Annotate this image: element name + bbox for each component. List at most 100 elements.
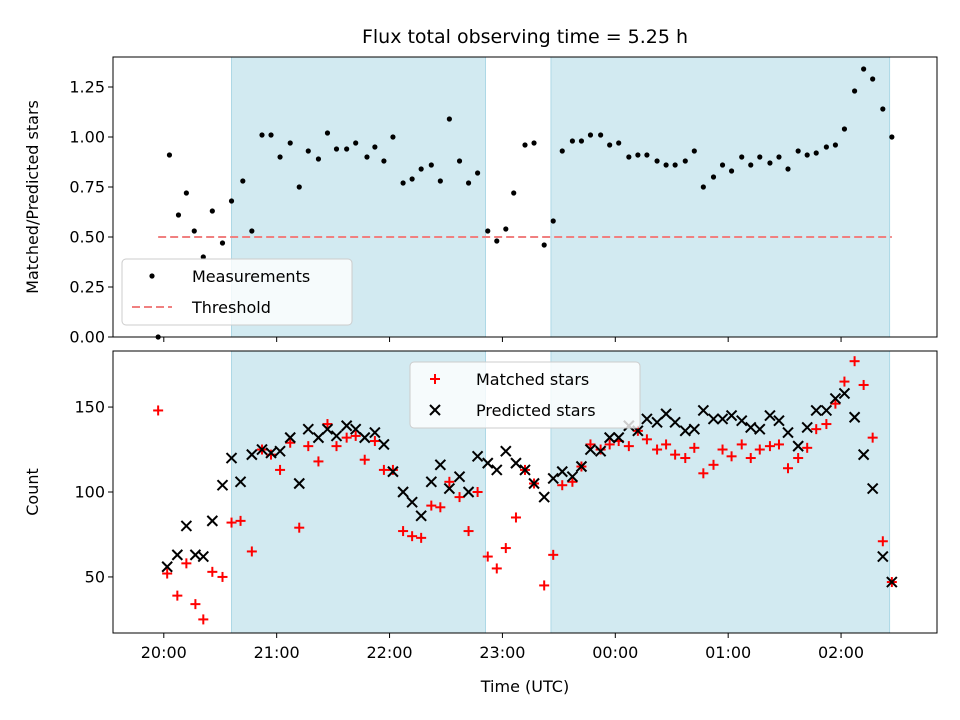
measurement-point bbox=[559, 148, 565, 154]
matched-star-point bbox=[680, 453, 691, 464]
predicted-star-point bbox=[651, 416, 663, 429]
predicted-star-point bbox=[359, 431, 371, 444]
measurement-point bbox=[739, 154, 745, 160]
x-tick-label: 01:00 bbox=[705, 643, 751, 662]
matched-star-point bbox=[539, 580, 550, 591]
matched-star-point bbox=[235, 515, 246, 526]
matched-star-point bbox=[764, 441, 775, 452]
predicted-star-point bbox=[697, 404, 710, 417]
matched-star-point bbox=[557, 480, 568, 491]
predicted-star-point bbox=[547, 472, 559, 485]
measurement-point bbox=[474, 170, 481, 176]
predicted-star-point bbox=[603, 431, 616, 444]
predicted-star-point bbox=[688, 423, 701, 435]
measurement-point bbox=[598, 132, 604, 138]
matched-star-point bbox=[416, 532, 427, 543]
predicted-star-point bbox=[274, 445, 286, 457]
matched-star-point bbox=[472, 487, 483, 497]
measurement-point bbox=[494, 238, 500, 244]
matched-star-point bbox=[754, 444, 765, 455]
predicted-star-point bbox=[387, 465, 399, 478]
predicted-star-point bbox=[566, 471, 579, 483]
measurement-point bbox=[219, 240, 226, 246]
measurement-point bbox=[259, 132, 265, 138]
measurement-point bbox=[418, 166, 424, 172]
legend-box bbox=[409, 361, 641, 429]
measurement-point bbox=[795, 148, 801, 154]
matched-star-point bbox=[435, 502, 446, 513]
x-axis-label: Time (UTC) bbox=[480, 677, 569, 696]
predicted-star-point bbox=[584, 443, 597, 456]
predicted-star-point bbox=[886, 576, 898, 588]
measurement-point bbox=[522, 142, 528, 148]
measurement-point bbox=[511, 190, 517, 196]
measurement-point bbox=[209, 208, 215, 214]
observing-interval-0-1 bbox=[550, 56, 891, 338]
matched-star-point bbox=[378, 464, 389, 475]
legend-marker-predicted bbox=[429, 404, 441, 416]
measurement-point bbox=[166, 152, 173, 158]
legend-label-predicted: Predicted stars bbox=[476, 401, 596, 420]
measurement-point bbox=[175, 212, 182, 218]
measurement-point bbox=[183, 190, 189, 196]
matched-star-point bbox=[670, 449, 681, 460]
x-tick-label: 20:00 bbox=[141, 643, 187, 662]
predicted-star-point bbox=[669, 416, 681, 429]
predicted-star-point bbox=[782, 426, 794, 439]
measurement-point bbox=[776, 154, 782, 160]
matched-star-point bbox=[407, 531, 418, 542]
measurement-point bbox=[456, 158, 463, 164]
measurement-point bbox=[315, 156, 322, 162]
matched-star-point bbox=[172, 590, 183, 601]
predicted-star-point bbox=[293, 477, 305, 490]
predicted-star-point bbox=[745, 421, 757, 434]
predicted-star-point bbox=[575, 460, 588, 473]
predicted-star-point bbox=[810, 404, 822, 417]
matched-star-point bbox=[849, 356, 860, 367]
predicted-star-point bbox=[491, 464, 503, 476]
predicted-star-point bbox=[312, 431, 325, 444]
matched-star-point bbox=[369, 436, 380, 447]
measurement-point bbox=[654, 158, 660, 164]
matched-star-point bbox=[181, 558, 192, 569]
matched-star-point bbox=[313, 456, 324, 467]
predicted-star-point bbox=[330, 430, 343, 442]
measurement-point bbox=[672, 162, 678, 168]
measurement-point bbox=[531, 140, 537, 146]
measurement-point bbox=[569, 138, 576, 144]
predicted-star-point bbox=[612, 431, 625, 444]
measurement-point bbox=[381, 158, 387, 164]
predicted-star-point bbox=[256, 443, 268, 456]
matched-star-point bbox=[661, 439, 672, 450]
measurement-point bbox=[249, 228, 255, 234]
matched-star-point bbox=[604, 439, 615, 450]
matched-star-point bbox=[802, 442, 813, 453]
matched-star-point bbox=[821, 419, 832, 430]
measurement-point bbox=[852, 88, 858, 94]
measurement-point bbox=[390, 134, 396, 140]
matched-star-point bbox=[839, 376, 850, 387]
predicted-star-point bbox=[206, 515, 219, 527]
predicted-star-point bbox=[679, 425, 691, 437]
y-tick-label: 0.00 bbox=[69, 328, 105, 347]
chart-title: Flux total observing time = 5.25 h bbox=[362, 26, 688, 48]
measurement-point bbox=[268, 132, 274, 138]
measurement-point bbox=[813, 150, 819, 156]
x-tick-label: 23:00 bbox=[479, 643, 525, 662]
measurement-point bbox=[550, 218, 556, 224]
matched-star-point bbox=[717, 444, 728, 455]
x-tick-label: 22:00 bbox=[366, 643, 412, 662]
matched-star-point bbox=[266, 449, 277, 460]
matched-star-point bbox=[463, 526, 474, 537]
measurement-point bbox=[719, 162, 726, 168]
predicted-star-point bbox=[736, 414, 748, 427]
predicted-star-point bbox=[161, 561, 173, 573]
measurement-point bbox=[861, 66, 867, 72]
matched-star-point bbox=[275, 464, 286, 475]
measurement-point bbox=[748, 162, 754, 168]
matched-star-point bbox=[689, 442, 700, 453]
measurement-point bbox=[728, 168, 735, 174]
matched-star-point bbox=[246, 546, 257, 557]
predicted-star-point bbox=[754, 423, 766, 435]
legend-label-threshold: Threshold bbox=[191, 298, 271, 317]
